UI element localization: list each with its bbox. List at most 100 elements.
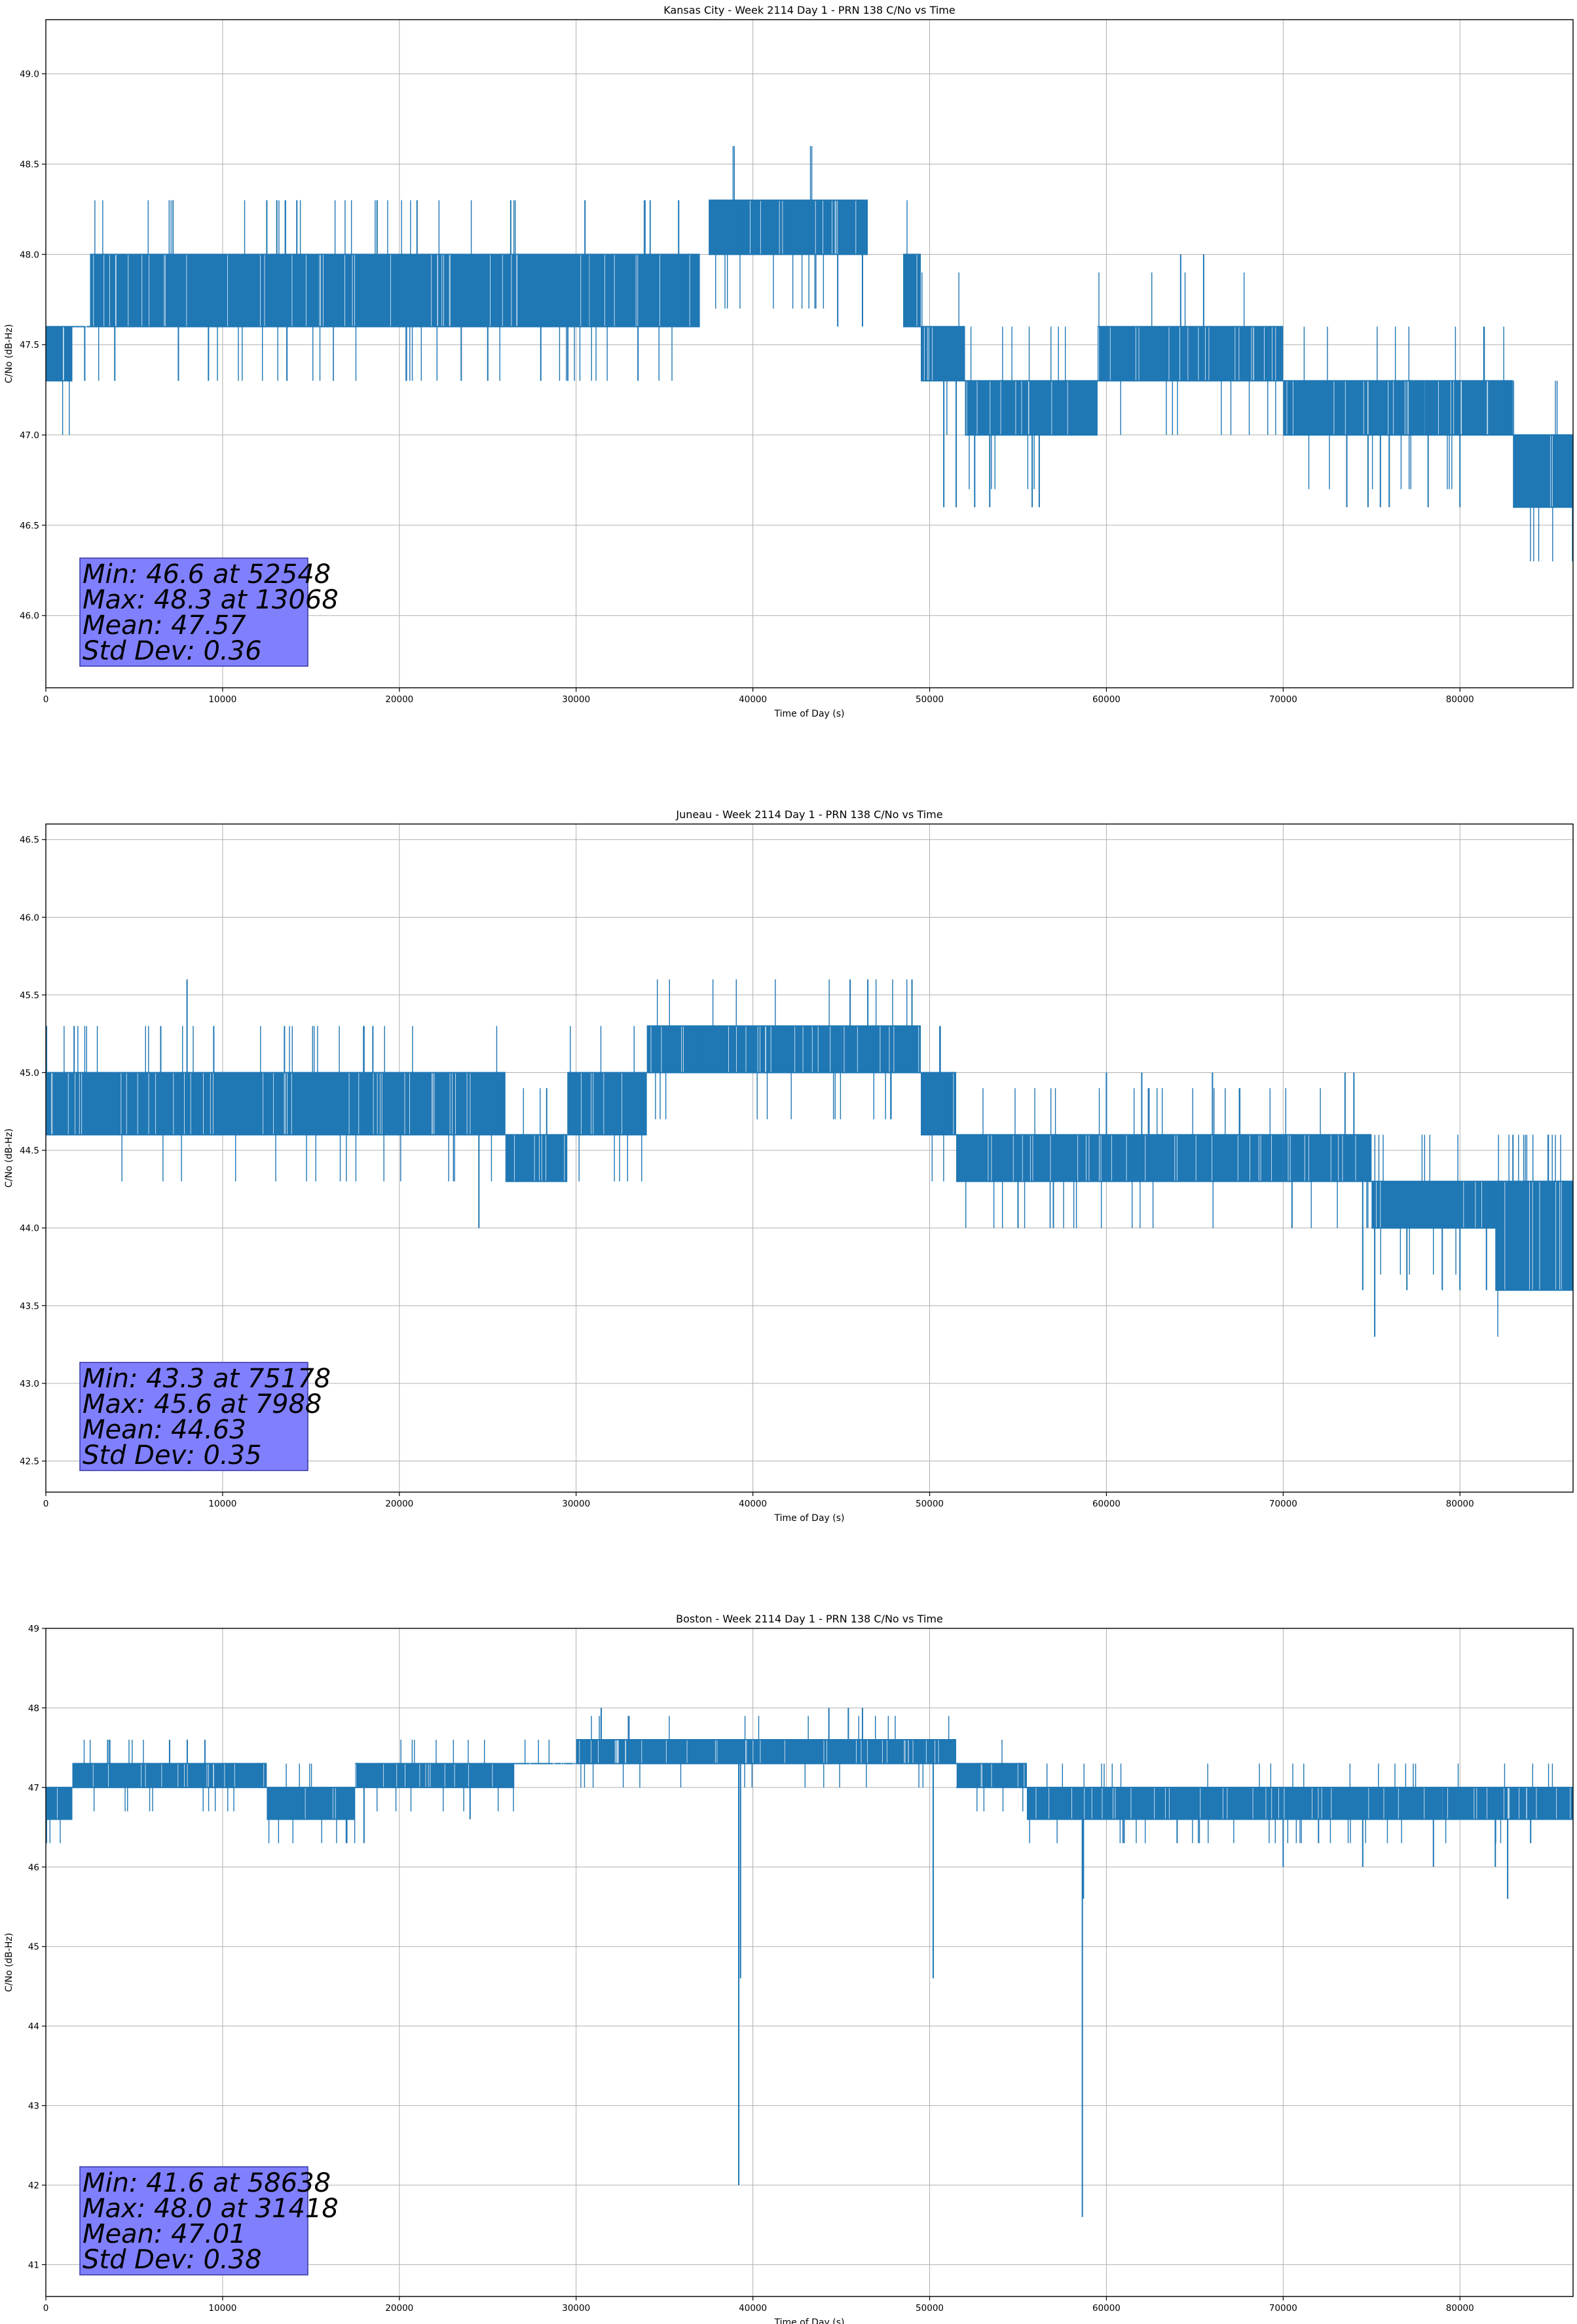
series-band — [267, 1786, 356, 1820]
series-band — [72, 326, 90, 328]
x-tick-label: 60000 — [1092, 694, 1121, 705]
y-tick-label: 43 — [28, 2101, 39, 2112]
series-line — [46, 145, 1573, 562]
series-band — [709, 199, 868, 255]
x-tick-label: 0 — [43, 1499, 49, 1509]
series-band — [46, 1072, 506, 1136]
y-tick-label: 47.5 — [20, 340, 39, 350]
series-band — [1513, 434, 1573, 508]
y-tick-label: 46.0 — [20, 912, 39, 923]
y-tick-label: 45.0 — [20, 1068, 39, 1079]
y-tick-label: 48.5 — [20, 160, 39, 170]
series-line — [46, 1708, 1573, 2217]
y-tick-label: 45 — [28, 1942, 39, 1953]
stats-line: Std Dev: 0.35 — [83, 1440, 262, 1471]
x-tick-label: 20000 — [385, 694, 413, 705]
x-tick-label: 60000 — [1092, 2303, 1121, 2314]
y-tick-label: 42 — [28, 2181, 39, 2191]
series-band — [956, 1134, 1284, 1182]
series-line — [46, 979, 1573, 1337]
y-tick-label: 41 — [28, 2260, 39, 2270]
series-band — [1097, 326, 1284, 382]
x-tick-label: 30000 — [562, 694, 590, 705]
series-band — [921, 1072, 957, 1136]
series-band — [567, 1072, 647, 1136]
chart-title: Boston - Week 2114 Day 1 - PRN 138 C/No … — [676, 1613, 943, 1625]
x-tick-label: 80000 — [1446, 694, 1474, 705]
y-tick-label: 48 — [28, 1703, 39, 1714]
stats-line: Mean: 47.57 — [83, 610, 246, 641]
series-band — [505, 1134, 568, 1182]
x-axis-label: Time of Day (s) — [774, 2317, 845, 2324]
y-tick-label: 46 — [28, 1862, 39, 1873]
series-band — [514, 1763, 576, 1765]
x-tick-label: 70000 — [1269, 2303, 1297, 2314]
series-band — [646, 1025, 842, 1074]
y-tick-label: 47 — [28, 1783, 39, 1793]
y-tick-label: 46.5 — [20, 521, 39, 531]
series-band — [841, 1025, 921, 1074]
y-tick-label: 48.0 — [20, 250, 39, 260]
series-band — [72, 1763, 267, 1788]
stats-box — [79, 557, 308, 667]
series-band — [46, 1786, 73, 1820]
stats-box — [79, 2166, 308, 2276]
series-band — [90, 253, 700, 328]
y-tick-label: 42.5 — [20, 1457, 39, 1467]
stats-line: Max: 48.0 at 31418 — [83, 2194, 339, 2224]
x-axis-label: Time of Day (s) — [774, 1513, 845, 1524]
y-tick-label: 45.5 — [20, 990, 39, 1001]
stats-line: Min: 43.3 at 75178 — [83, 1364, 331, 1394]
x-tick-label: 10000 — [208, 694, 236, 705]
stats-line: Std Dev: 0.36 — [83, 636, 262, 666]
series-band — [576, 1739, 957, 1765]
x-tick-label: 50000 — [916, 694, 944, 705]
x-tick-label: 0 — [43, 2303, 49, 2314]
stats-line: Max: 48.3 at 13068 — [83, 585, 339, 615]
x-tick-label: 70000 — [1269, 1499, 1297, 1509]
chart-boston: 0 10000 20000 30000 40000 50000 60000 70000 8000… — [4, 1613, 1574, 2324]
series-band — [921, 326, 965, 382]
y-tick-label: 44.5 — [20, 1146, 39, 1156]
axes-frame — [45, 823, 1574, 1493]
y-tick-label: 44 — [28, 2021, 39, 2032]
chart-juneau: 0 10000 20000 30000 40000 50000 60000 70000 8000… — [4, 808, 1574, 1524]
y-tick-label: 46.5 — [20, 835, 39, 846]
x-tick-label: 30000 — [562, 2303, 590, 2314]
x-tick-label: 30000 — [562, 1499, 590, 1509]
y-axis-label: C/No (dB-Hz) — [4, 1129, 14, 1188]
x-tick-label: 0 — [43, 694, 49, 705]
x-tick-label: 10000 — [208, 1499, 236, 1509]
x-tick-label: 50000 — [916, 2303, 944, 2314]
y-tick-label: 49.0 — [20, 69, 39, 80]
series-band — [46, 326, 73, 382]
series-band — [1424, 380, 1513, 436]
y-tick-label: 43.5 — [20, 1301, 39, 1311]
x-axis-label: Time of Day (s) — [774, 709, 845, 719]
stats-line: Min: 41.6 at 58638 — [83, 2168, 331, 2198]
y-axis-label: C/No (dB-Hz) — [4, 1933, 14, 1992]
stats-line: Std Dev: 0.38 — [83, 2245, 262, 2275]
series-band — [1106, 1786, 1443, 1820]
x-tick-label: 40000 — [739, 694, 767, 705]
y-tick-label: 49 — [28, 1624, 39, 1634]
x-tick-label: 80000 — [1446, 2303, 1474, 2314]
y-tick-label: 43.0 — [20, 1379, 39, 1389]
series-band — [1283, 1134, 1372, 1182]
x-tick-label: 70000 — [1269, 694, 1297, 705]
series-band — [903, 253, 921, 328]
y-axis-label: C/No (dB-Hz) — [4, 324, 14, 383]
series-band — [1495, 1180, 1573, 1291]
axes-frame — [45, 19, 1574, 688]
x-tick-label: 60000 — [1092, 1499, 1121, 1509]
stats-line: Mean: 47.01 — [83, 2219, 246, 2249]
axes-frame — [45, 1628, 1574, 2297]
x-tick-label: 80000 — [1446, 1499, 1474, 1509]
x-tick-label: 40000 — [739, 2303, 767, 2314]
x-tick-label: 10000 — [208, 2303, 236, 2314]
x-tick-label: 50000 — [916, 1499, 944, 1509]
series-band — [965, 380, 1098, 436]
stats-line: Max: 45.6 at 7988 — [83, 1389, 322, 1419]
chart-title: Kansas City - Week 2114 Day 1 - PRN 138 … — [663, 4, 955, 16]
